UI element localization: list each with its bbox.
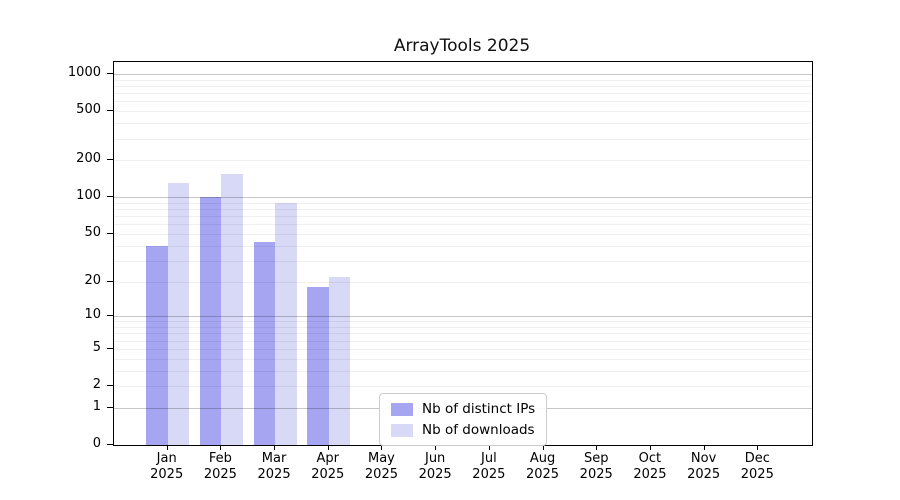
x-tick-year: 2025 xyxy=(687,467,721,482)
bar-mar-series0 xyxy=(253,241,276,445)
y-tick-mark xyxy=(107,232,113,234)
minor-gridline xyxy=(114,93,812,95)
x-tick-mark xyxy=(435,445,437,450)
minor-gridline xyxy=(114,138,812,140)
x-tick-mark xyxy=(596,445,598,450)
y-tick-label: 200 xyxy=(76,151,101,167)
x-tick-mark xyxy=(703,445,705,450)
x-tick-mark xyxy=(542,445,544,450)
x-tick-label: Feb 2025 xyxy=(190,451,250,483)
y-tick-mark xyxy=(107,280,113,282)
minor-gridline xyxy=(114,79,812,81)
x-tick-mark xyxy=(381,445,383,450)
y-tick-mark xyxy=(107,159,113,161)
plot-area: Nb of distinct IPs Nb of downloads xyxy=(113,61,813,446)
y-tick-mark xyxy=(107,406,113,408)
x-tick-label: Apr 2025 xyxy=(298,451,358,483)
y-tick-label: 20 xyxy=(84,272,101,288)
x-tick-year: 2025 xyxy=(472,467,506,482)
x-tick-year: 2025 xyxy=(579,467,613,482)
y-tick-mark xyxy=(107,347,113,349)
legend-entry-downloads: Nb of downloads xyxy=(391,422,535,438)
minor-gridline xyxy=(114,101,812,103)
x-tick-mark xyxy=(166,445,168,450)
y-tick-mark xyxy=(107,385,113,386)
x-tick-year: 2025 xyxy=(203,467,237,482)
bar-apr-series0 xyxy=(307,286,329,445)
y-tick-label: 50 xyxy=(84,224,101,240)
x-tick-mark xyxy=(274,445,276,450)
x-tick-mark xyxy=(488,445,490,450)
x-tick-year: 2025 xyxy=(257,467,291,482)
x-tick-year: 2025 xyxy=(633,467,667,482)
y-tick-label: 10 xyxy=(84,307,101,323)
minor-gridline xyxy=(114,85,812,87)
bar-jan-series0 xyxy=(146,245,168,445)
bar-mar-series1 xyxy=(275,202,297,445)
y-tick-mark xyxy=(107,73,113,74)
bar-feb-series1 xyxy=(221,173,243,445)
major-gridline xyxy=(114,74,812,75)
x-tick-year: 2025 xyxy=(150,467,184,482)
y-tick-label: 100 xyxy=(76,188,101,204)
bar-jan-series1 xyxy=(167,183,190,445)
x-tick-label: Dec 2025 xyxy=(727,451,787,483)
x-tick-label: May 2025 xyxy=(351,451,411,483)
chart-title: ArrayTools 2025 xyxy=(393,36,531,56)
y-tick-label: 1000 xyxy=(67,65,101,80)
minor-gridline xyxy=(114,160,812,162)
legend-label-downloads: Nb of downloads xyxy=(422,422,535,438)
legend-entry-distinct-ips: Nb of distinct IPs xyxy=(391,401,535,417)
x-tick-year: 2025 xyxy=(525,467,560,482)
legend-swatch-distinct-ips xyxy=(391,402,413,416)
x-tick-label: Jan 2025 xyxy=(137,451,197,483)
y-tick-label: 0 xyxy=(92,436,101,451)
x-tick-mark xyxy=(220,445,222,450)
x-tick-label: Nov 2025 xyxy=(674,451,734,483)
x-tick-year: 2025 xyxy=(311,467,345,482)
y-tick-mark xyxy=(107,110,113,112)
legend-swatch-downloads xyxy=(391,423,413,437)
legend: Nb of distinct IPs Nb of downloads xyxy=(379,393,548,446)
y-tick-label: 1 xyxy=(92,398,101,414)
legend-label-distinct-ips: Nb of distinct IPs xyxy=(422,401,536,417)
x-tick-label: Oct 2025 xyxy=(620,451,680,483)
minor-gridline xyxy=(114,123,812,125)
x-tick-mark xyxy=(649,445,651,450)
x-tick-mark xyxy=(757,445,759,450)
minor-gridline xyxy=(114,111,812,113)
x-tick-mark xyxy=(327,445,329,450)
y-tick-mark xyxy=(107,444,113,445)
x-tick-label: Sep 2025 xyxy=(566,451,626,483)
y-tick-label: 5 xyxy=(92,339,101,355)
x-tick-label: Mar 2025 xyxy=(244,451,304,483)
x-tick-year: 2025 xyxy=(418,467,452,482)
bar-feb-series0 xyxy=(199,197,222,445)
x-tick-label: Jul 2025 xyxy=(459,451,519,483)
y-tick-mark xyxy=(107,196,113,198)
x-tick-year: 2025 xyxy=(740,467,774,482)
x-tick-year: 2025 xyxy=(364,467,398,482)
x-tick-label: Jun 2025 xyxy=(405,451,465,483)
bar-apr-series1 xyxy=(328,276,351,445)
y-tick-mark xyxy=(107,315,113,317)
y-tick-label: 500 xyxy=(76,102,101,118)
x-tick-label: Aug 2025 xyxy=(513,451,573,483)
y-tick-label: 2 xyxy=(92,377,101,392)
